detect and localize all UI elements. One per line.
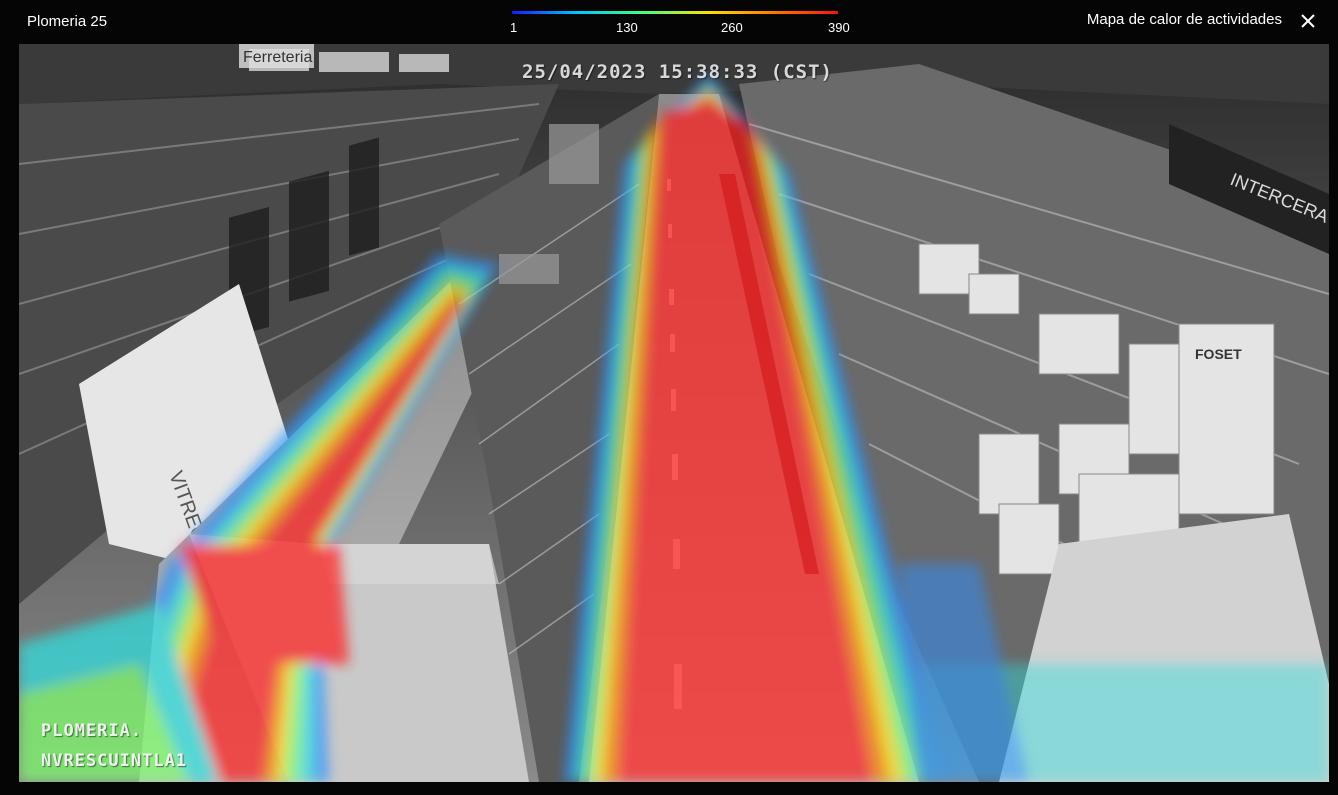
legend-label-max: 390 <box>828 20 850 35</box>
close-button[interactable] <box>1296 9 1320 33</box>
heatmap-overlay <box>19 74 1329 782</box>
camera-heatmap-view[interactable]: VITREO <box>19 44 1329 782</box>
osd-device-name: NVRESCUINTLA1 <box>41 751 188 771</box>
legend-labels: 1 130 260 390 <box>510 20 855 36</box>
camera-title: Plomeria 25 <box>27 13 108 30</box>
heatmap-title: Mapa de calor de actividades <box>1086 11 1282 28</box>
legend-gradient-bar <box>512 11 838 14</box>
viewer-header: Plomeria 25 1 130 260 390 Mapa de calor … <box>0 0 1338 44</box>
legend-label-2: 130 <box>616 20 638 35</box>
heatmap-legend: 1 130 260 390 <box>510 8 850 38</box>
osd-camera-group: PLOMERIA. <box>41 721 143 741</box>
sign-foset: FOSET <box>1195 346 1242 362</box>
store-aisle-scene: VITREO <box>19 44 1329 782</box>
legend-label-min: 1 <box>510 20 518 35</box>
video-timestamp: 25/04/2023 15:38:33 (CST) <box>522 61 833 83</box>
close-icon <box>1301 14 1315 28</box>
sign-ferreteria: Ferreteria <box>243 49 312 66</box>
legend-label-3: 260 <box>721 20 743 35</box>
